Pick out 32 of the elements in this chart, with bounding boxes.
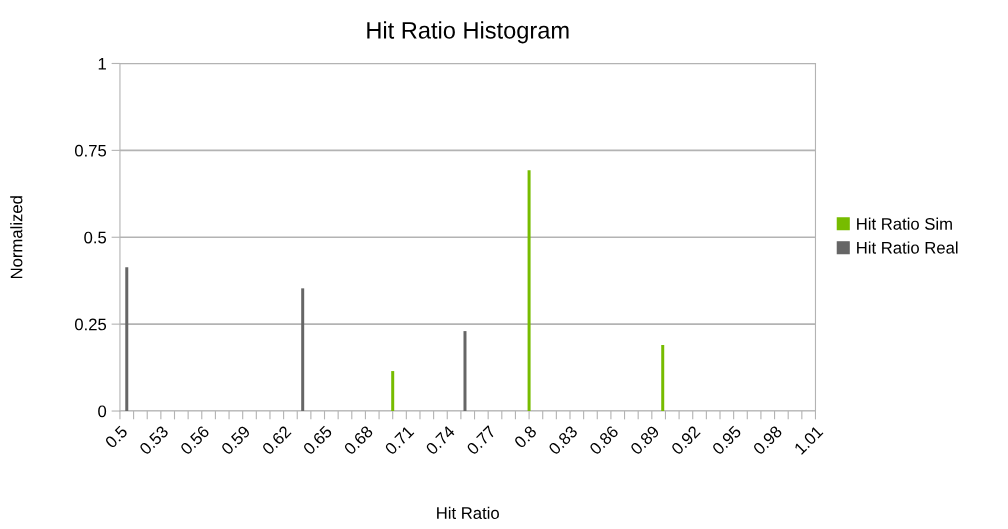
y-tick-label: 0.5 <box>84 231 107 244</box>
x-tick-label: 0.92 <box>670 425 701 456</box>
legend-label: Hit Ratio Sim <box>857 217 952 230</box>
bar <box>125 267 129 412</box>
bar <box>463 331 467 412</box>
x-tick-label: 0.74 <box>425 424 456 456</box>
bar <box>301 288 305 412</box>
chart-title: Hit Ratio Histogram <box>367 21 569 44</box>
x-tick-label: 0.98 <box>752 425 783 456</box>
x-axis-title: Hit Ratio <box>437 506 499 519</box>
x-tick-label: 0.68 <box>343 425 374 456</box>
y-tick-label: 0.25 <box>74 318 107 331</box>
bar <box>527 170 531 412</box>
x-tick-label: 0.71 <box>384 425 415 456</box>
y-tick-label: 0 <box>98 405 107 418</box>
x-tick-label: 0.83 <box>547 425 579 456</box>
y-tick-label: 1 <box>98 58 106 70</box>
x-tick-label: 0.56 <box>179 425 210 456</box>
legend-label: Hit Ratio Real <box>857 241 958 254</box>
x-tick-label: 0.62 <box>261 425 292 456</box>
x-tick-label: 0.59 <box>220 425 251 456</box>
x-tick-label: 0.95 <box>711 425 742 456</box>
x-tick-label: 0.86 <box>588 425 620 456</box>
x-tick-label: 0.8 <box>513 425 538 449</box>
x-tick-label: 0.89 <box>629 425 660 456</box>
y-axis-title: Normalized <box>10 196 23 279</box>
bar <box>391 371 395 412</box>
x-tick-label: 0.53 <box>138 425 170 456</box>
bar <box>661 345 665 412</box>
y-tick-label: 0.75 <box>74 144 107 157</box>
x-tick-label: 0.65 <box>302 425 333 456</box>
x-tick-label: 1.01 <box>793 425 824 455</box>
